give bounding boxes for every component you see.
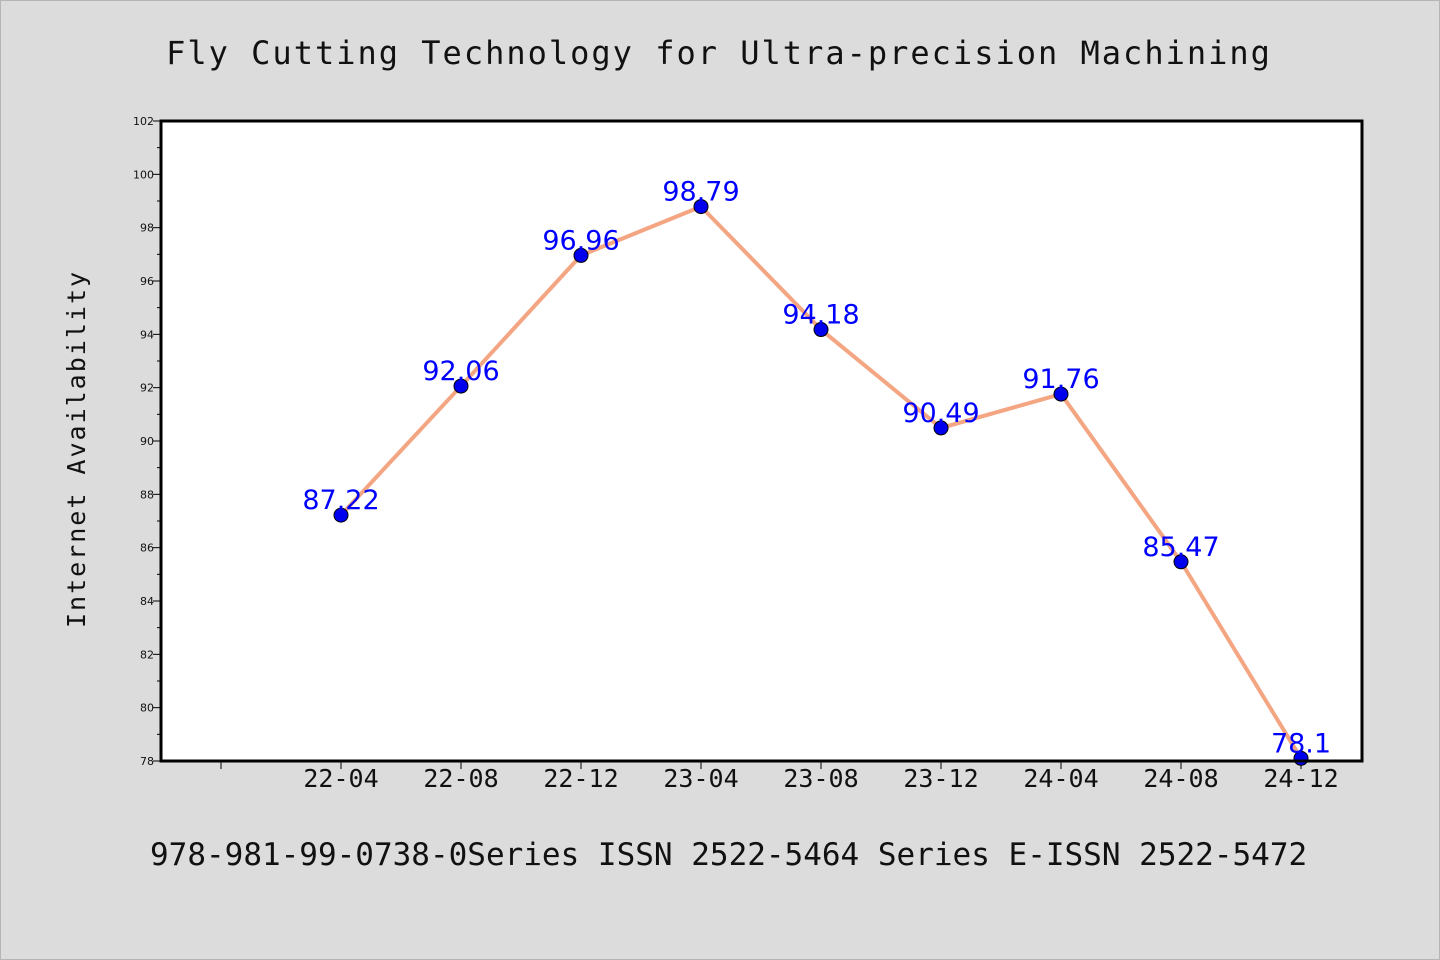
y-tick-label: 92 [140, 382, 154, 395]
x-tick-label: 23-04 [663, 764, 738, 793]
x-tick-label: 22-08 [423, 764, 498, 793]
y-tick-label: 80 [140, 702, 154, 715]
data-labels: 87.22 92.06 96.96 98.79 94.18 90.49 91.76 85.47… [302, 177, 1331, 760]
y-tick-label: 94 [140, 328, 154, 341]
data-label: 90.49 [902, 398, 979, 429]
x-tick-label: 24-08 [1143, 764, 1218, 793]
x-tick-label: 24-04 [1023, 764, 1098, 793]
y-tick-label: 98 [140, 222, 154, 235]
y-tick-label: 90 [140, 435, 154, 448]
data-label: 92.06 [422, 356, 499, 387]
data-point [573, 247, 589, 263]
data-label: 91.76 [1022, 364, 1099, 395]
data-label: 96.96 [542, 225, 619, 256]
data-label: 78.1 [1271, 728, 1331, 759]
chart-title: Fly Cutting Technology for Ultra-precisi… [166, 34, 1272, 72]
plot-area [161, 121, 1362, 761]
y-tick-label: 84 [140, 595, 154, 608]
x-tick-label: 24-12 [1263, 764, 1338, 793]
data-point [813, 322, 829, 338]
x-tick-label: 23-12 [903, 764, 978, 793]
data-label: 98.79 [662, 177, 739, 208]
y-tick-label: 78 [140, 755, 154, 768]
data-point [333, 507, 349, 523]
y-tick-label: 88 [140, 488, 154, 501]
data-label: 85.47 [1142, 532, 1219, 563]
y-tick-label: 96 [140, 275, 154, 288]
x-tick-label: 23-08 [783, 764, 858, 793]
footer-text: 978-981-99-0738-0Series ISSN 2522-5464 S… [150, 837, 1307, 873]
data-label: 94.18 [782, 300, 859, 331]
data-point [693, 199, 709, 215]
data-point [1173, 554, 1189, 570]
y-axis-label: Internet Availability [62, 270, 91, 628]
y-tick-label: 86 [140, 542, 154, 555]
y-tick-label: 100 [133, 168, 154, 181]
data-label: 87.22 [302, 485, 379, 516]
y-tick-label: 82 [140, 648, 154, 661]
x-tick-label: 22-04 [303, 764, 378, 793]
y-axis-ticks: 78 80 82 84 86 88 90 92 94 96 98 100 102 [133, 115, 161, 768]
data-point [453, 378, 469, 394]
data-point [1053, 386, 1069, 402]
y-tick-label: 102 [133, 115, 154, 128]
x-axis-ticks: 22-04 22-08 22-12 23-04 23-08 23-12 24-04 24-08… [220, 761, 1339, 793]
x-tick-label: 22-12 [543, 764, 618, 793]
plot-frame [159, 119, 1364, 763]
data-point [933, 420, 949, 436]
